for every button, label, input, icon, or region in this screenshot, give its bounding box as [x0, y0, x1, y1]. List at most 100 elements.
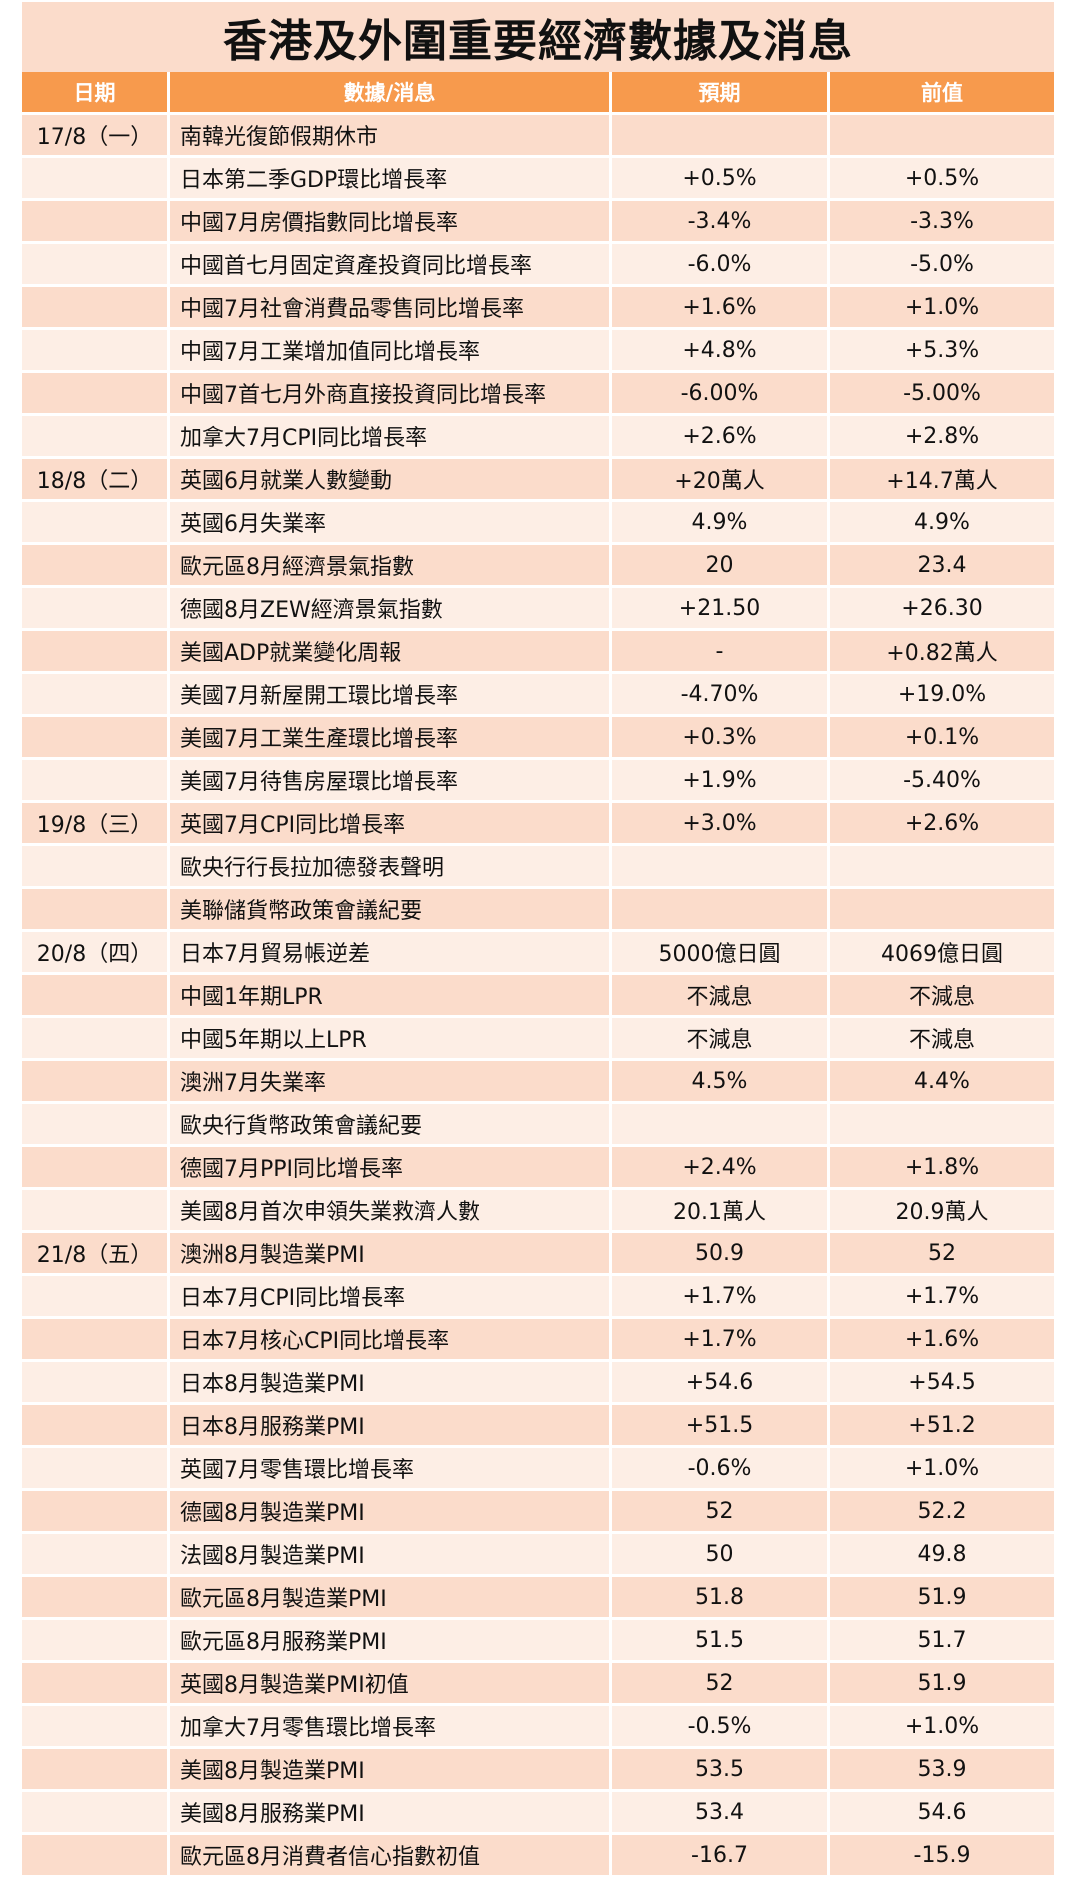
item-cell: 中國1年期LPR [170, 972, 612, 1015]
table-row: 德國8月ZEW經濟景氣指數 +21.50 +26.30 [22, 585, 1054, 628]
date-cell [22, 671, 170, 714]
table-row: 法國8月製造業PMI 50 49.8 [22, 1531, 1054, 1574]
forecast-cell: +21.50 [612, 585, 830, 628]
forecast-cell: +4.8% [612, 327, 830, 370]
previous-cell: +0.1% [830, 714, 1054, 757]
previous-cell: 4069億日圓 [830, 929, 1054, 972]
forecast-cell: +20萬人 [612, 456, 830, 499]
previous-cell [830, 112, 1054, 155]
table-row: 加拿大7月零售環比增長率 -0.5% +1.0% [22, 1703, 1054, 1746]
previous-cell: -15.9 [830, 1832, 1054, 1875]
item-cell: 法國8月製造業PMI [170, 1531, 612, 1574]
forecast-cell: +2.6% [612, 413, 830, 456]
date-cell [22, 1531, 170, 1574]
date-cell [22, 1617, 170, 1660]
date-cell [22, 1058, 170, 1101]
forecast-cell: 20.1萬人 [612, 1187, 830, 1230]
item-cell: 日本7月核心CPI同比增長率 [170, 1316, 612, 1359]
table-row: 日本7月核心CPI同比增長率 +1.7% +1.6% [22, 1316, 1054, 1359]
previous-cell: 51.9 [830, 1574, 1054, 1617]
previous-cell: +1.8% [830, 1144, 1054, 1187]
forecast-cell: 51.8 [612, 1574, 830, 1617]
item-cell: 英國7月CPI同比增長率 [170, 800, 612, 843]
previous-cell: +54.5 [830, 1359, 1054, 1402]
item-cell: 中國5年期以上LPR [170, 1015, 612, 1058]
previous-cell [830, 886, 1054, 929]
table-row: 英國8月製造業PMI初值 52 51.9 [22, 1660, 1054, 1703]
date-cell [22, 1187, 170, 1230]
date-cell: 20/8（四） [22, 929, 170, 972]
item-cell: 歐元區8月消費者信心指數初值 [170, 1832, 612, 1875]
date-cell [22, 1746, 170, 1789]
header-item: 數據/消息 [170, 72, 612, 112]
previous-cell [830, 1101, 1054, 1144]
table-row: 18/8（二） 英國6月就業人數變動 +20萬人 +14.7萬人 [22, 456, 1054, 499]
previous-cell: 52.2 [830, 1488, 1054, 1531]
previous-cell: 51.7 [830, 1617, 1054, 1660]
date-cell [22, 714, 170, 757]
table-row: 17/8（一） 南韓光復節假期休市 [22, 112, 1054, 155]
table-row: 加拿大7月CPI同比增長率 +2.6% +2.8% [22, 413, 1054, 456]
previous-cell: 51.9 [830, 1660, 1054, 1703]
previous-cell: +1.0% [830, 284, 1054, 327]
forecast-cell: -3.4% [612, 198, 830, 241]
date-cell [22, 499, 170, 542]
previous-cell: 49.8 [830, 1531, 1054, 1574]
forecast-cell: 53.5 [612, 1746, 830, 1789]
item-cell: 德國8月ZEW經濟景氣指數 [170, 585, 612, 628]
item-cell: 美國7月新屋開工環比增長率 [170, 671, 612, 714]
table-row: 美國8月製造業PMI 53.5 53.9 [22, 1746, 1054, 1789]
item-cell: 中國7首七月外商直接投資同比增長率 [170, 370, 612, 413]
table-row: 德國8月製造業PMI 52 52.2 [22, 1488, 1054, 1531]
table-row: 日本7月CPI同比增長率 +1.7% +1.7% [22, 1273, 1054, 1316]
forecast-cell [612, 1101, 830, 1144]
item-cell: 日本7月貿易帳逆差 [170, 929, 612, 972]
forecast-cell: +1.7% [612, 1273, 830, 1316]
item-cell: 南韓光復節假期休市 [170, 112, 612, 155]
item-cell: 英國7月零售環比增長率 [170, 1445, 612, 1488]
forecast-cell: -0.6% [612, 1445, 830, 1488]
date-cell [22, 1832, 170, 1875]
date-cell: 17/8（一） [22, 112, 170, 155]
previous-cell: 52 [830, 1230, 1054, 1273]
item-cell: 英國8月製造業PMI初值 [170, 1660, 612, 1703]
item-cell: 中國7月工業增加值同比增長率 [170, 327, 612, 370]
table-row: 美國ADP就業變化周報 - +0.82萬人 [22, 628, 1054, 671]
forecast-cell: 20 [612, 542, 830, 585]
date-cell [22, 1660, 170, 1703]
forecast-cell [612, 843, 830, 886]
previous-cell: -5.00% [830, 370, 1054, 413]
date-cell [22, 1144, 170, 1187]
forecast-cell [612, 886, 830, 929]
forecast-cell: 52 [612, 1488, 830, 1531]
date-cell [22, 628, 170, 671]
item-cell: 日本7月CPI同比增長率 [170, 1273, 612, 1316]
forecast-cell: -16.7 [612, 1832, 830, 1875]
table-row: 中國7首七月外商直接投資同比增長率 -6.00% -5.00% [22, 370, 1054, 413]
forecast-cell: +0.3% [612, 714, 830, 757]
previous-cell: +0.5% [830, 155, 1054, 198]
table-row: 日本8月服務業PMI +51.5 +51.2 [22, 1402, 1054, 1445]
item-cell: 美國ADP就業變化周報 [170, 628, 612, 671]
header-date: 日期 [22, 72, 170, 112]
forecast-cell: - [612, 628, 830, 671]
table-row: 美聯儲貨幣政策會議紀要 [22, 886, 1054, 929]
forecast-cell: 4.5% [612, 1058, 830, 1101]
date-cell [22, 1574, 170, 1617]
previous-cell: +19.0% [830, 671, 1054, 714]
table-row: 中國7月社會消費品零售同比增長率 +1.6% +1.0% [22, 284, 1054, 327]
date-cell [22, 757, 170, 800]
forecast-cell: 5000億日圓 [612, 929, 830, 972]
date-cell [22, 1316, 170, 1359]
date-cell [22, 155, 170, 198]
date-cell: 18/8（二） [22, 456, 170, 499]
date-cell: 21/8（五） [22, 1230, 170, 1273]
date-cell [22, 413, 170, 456]
previous-cell: +0.82萬人 [830, 628, 1054, 671]
table-row: 歐元區8月消費者信心指數初值 -16.7 -15.9 [22, 1832, 1054, 1875]
item-cell: 日本8月服務業PMI [170, 1402, 612, 1445]
item-cell: 加拿大7月零售環比增長率 [170, 1703, 612, 1746]
date-cell [22, 972, 170, 1015]
previous-cell: 4.9% [830, 499, 1054, 542]
